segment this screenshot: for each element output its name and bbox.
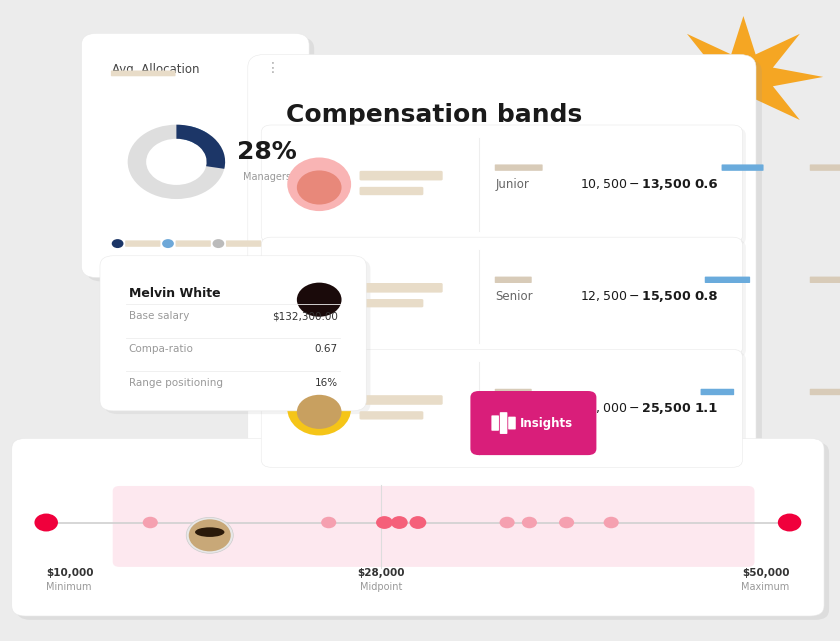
- Circle shape: [604, 517, 619, 528]
- Text: Mid-level: Mid-level: [496, 402, 549, 415]
- Text: Junior: Junior: [496, 178, 529, 191]
- Text: Range positioning: Range positioning: [129, 378, 223, 388]
- FancyBboxPatch shape: [261, 349, 743, 467]
- Wedge shape: [176, 125, 225, 169]
- Text: $132,300.00: $132,300.00: [272, 311, 338, 321]
- Text: ⋮: ⋮: [266, 61, 280, 75]
- FancyBboxPatch shape: [87, 37, 314, 281]
- FancyBboxPatch shape: [265, 240, 746, 358]
- FancyBboxPatch shape: [360, 187, 423, 196]
- Text: Compa-ratio: Compa-ratio: [129, 344, 193, 354]
- FancyBboxPatch shape: [360, 299, 423, 308]
- FancyBboxPatch shape: [12, 438, 824, 616]
- Ellipse shape: [165, 303, 212, 338]
- Wedge shape: [184, 126, 207, 144]
- FancyBboxPatch shape: [360, 412, 423, 420]
- Polygon shape: [664, 16, 823, 138]
- Ellipse shape: [141, 327, 212, 391]
- Text: $10,000: $10,000: [46, 568, 94, 578]
- Circle shape: [162, 239, 174, 248]
- Text: $12,500 - $15,500: $12,500 - $15,500: [580, 289, 690, 304]
- FancyBboxPatch shape: [705, 277, 750, 283]
- Text: 0.67: 0.67: [314, 344, 338, 354]
- FancyBboxPatch shape: [360, 283, 443, 293]
- Circle shape: [297, 171, 342, 204]
- Ellipse shape: [287, 158, 351, 211]
- FancyBboxPatch shape: [508, 417, 516, 429]
- FancyBboxPatch shape: [113, 486, 754, 567]
- Circle shape: [391, 516, 407, 529]
- FancyBboxPatch shape: [722, 165, 764, 171]
- Circle shape: [376, 516, 393, 529]
- FancyBboxPatch shape: [500, 412, 507, 434]
- Text: Midpoint: Midpoint: [360, 582, 402, 592]
- FancyBboxPatch shape: [810, 388, 840, 395]
- FancyBboxPatch shape: [360, 171, 443, 181]
- Circle shape: [522, 517, 537, 528]
- Text: 1.1: 1.1: [695, 402, 718, 415]
- FancyBboxPatch shape: [176, 240, 211, 247]
- FancyBboxPatch shape: [125, 240, 160, 247]
- FancyBboxPatch shape: [248, 54, 756, 494]
- FancyBboxPatch shape: [111, 71, 176, 76]
- FancyBboxPatch shape: [810, 277, 840, 283]
- Text: Senior: Senior: [496, 290, 533, 303]
- FancyBboxPatch shape: [495, 165, 543, 171]
- Ellipse shape: [287, 382, 351, 435]
- Text: $10,500 - $13,500: $10,500 - $13,500: [580, 177, 690, 192]
- Text: 16%: 16%: [314, 378, 338, 388]
- FancyBboxPatch shape: [265, 352, 746, 470]
- Text: $20,000 - $25,500: $20,000 - $25,500: [580, 401, 690, 416]
- Wedge shape: [128, 125, 225, 199]
- Circle shape: [778, 513, 801, 531]
- FancyBboxPatch shape: [701, 388, 734, 395]
- FancyBboxPatch shape: [495, 277, 532, 283]
- FancyBboxPatch shape: [81, 33, 309, 278]
- Ellipse shape: [195, 528, 224, 537]
- FancyBboxPatch shape: [495, 388, 532, 395]
- Circle shape: [559, 517, 574, 528]
- Text: Insights: Insights: [519, 417, 573, 429]
- FancyBboxPatch shape: [104, 259, 370, 414]
- Circle shape: [112, 239, 123, 248]
- Text: Managers: Managers: [243, 172, 291, 181]
- FancyBboxPatch shape: [360, 395, 443, 405]
- Text: Avg. Allocation: Avg. Allocation: [112, 63, 199, 76]
- Circle shape: [189, 519, 231, 551]
- FancyBboxPatch shape: [261, 237, 743, 355]
- Text: Base salary: Base salary: [129, 311, 189, 321]
- Circle shape: [143, 517, 158, 528]
- Text: Minimum: Minimum: [46, 582, 92, 592]
- FancyBboxPatch shape: [100, 256, 366, 411]
- FancyBboxPatch shape: [810, 165, 840, 171]
- Circle shape: [321, 517, 336, 528]
- FancyBboxPatch shape: [261, 125, 743, 243]
- Text: 0.6: 0.6: [695, 178, 718, 191]
- FancyBboxPatch shape: [265, 128, 746, 246]
- Text: 0.8: 0.8: [695, 290, 718, 303]
- Circle shape: [297, 395, 342, 429]
- Circle shape: [410, 516, 426, 529]
- Text: Melvin White: Melvin White: [129, 287, 220, 299]
- FancyBboxPatch shape: [226, 240, 261, 247]
- Circle shape: [213, 239, 224, 248]
- Text: Compensation bands: Compensation bands: [286, 103, 582, 126]
- Circle shape: [34, 513, 58, 531]
- FancyBboxPatch shape: [17, 442, 829, 620]
- FancyBboxPatch shape: [470, 391, 596, 455]
- Ellipse shape: [287, 270, 351, 323]
- Circle shape: [186, 517, 234, 553]
- Text: Maximum: Maximum: [742, 582, 790, 592]
- Circle shape: [297, 283, 342, 317]
- Text: 28%: 28%: [237, 140, 297, 164]
- FancyBboxPatch shape: [254, 59, 762, 498]
- Text: $28,000: $28,000: [357, 568, 405, 578]
- Circle shape: [500, 517, 515, 528]
- Text: $50,000: $50,000: [742, 568, 790, 578]
- FancyBboxPatch shape: [491, 415, 499, 431]
